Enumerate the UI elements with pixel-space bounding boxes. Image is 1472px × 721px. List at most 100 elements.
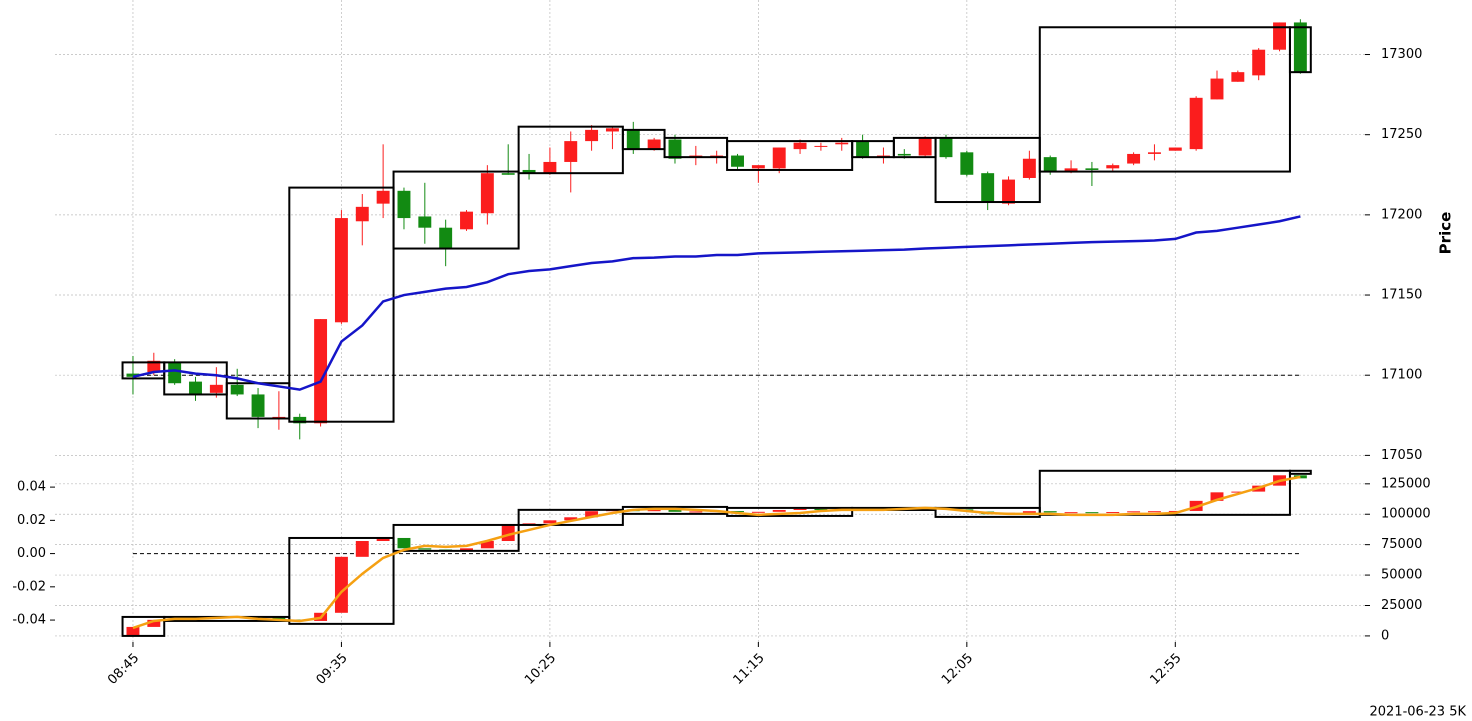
candle-body	[668, 139, 682, 159]
candle-body	[1147, 152, 1161, 154]
candle-body	[1231, 491, 1245, 493]
candle-body	[1064, 512, 1078, 514]
candle-body	[647, 139, 661, 150]
candle-body	[147, 360, 161, 372]
candle-body	[1168, 510, 1182, 512]
candle-body	[1210, 78, 1224, 100]
candle-body	[1127, 511, 1141, 513]
candle-body	[189, 381, 202, 395]
candle-body	[418, 548, 432, 550]
y-axis-label: Price	[1437, 212, 1455, 255]
candle-body	[1189, 97, 1203, 150]
average-line	[132, 475, 1301, 630]
candle-body	[334, 556, 348, 613]
y-tick-label: 17050	[1381, 448, 1422, 463]
candle-body	[1022, 158, 1036, 178]
candle-body	[939, 137, 953, 158]
candle-body	[918, 137, 932, 156]
candle-body	[564, 141, 578, 162]
candle-body	[1147, 511, 1161, 513]
y-tick-label: 17200	[1381, 207, 1422, 222]
candle-body	[1043, 511, 1057, 513]
average-line	[132, 215, 1301, 391]
candle-body	[772, 147, 786, 169]
candle-body	[543, 161, 557, 174]
candle-body	[626, 129, 640, 150]
candle-body	[1127, 153, 1141, 164]
candle-body	[793, 142, 807, 150]
x-tick-label: 12:05	[939, 651, 976, 688]
candle-body	[647, 509, 661, 512]
candle-body	[605, 128, 619, 132]
candle-body	[397, 537, 411, 549]
range-box	[392, 170, 520, 250]
range-box	[288, 186, 395, 423]
candle-body	[355, 541, 369, 557]
candle-body	[793, 509, 807, 511]
y2-tick-label: -0.04	[12, 613, 46, 628]
range-box	[392, 523, 520, 552]
candle-body	[168, 362, 182, 384]
range-box	[288, 536, 395, 625]
candle-body	[376, 537, 390, 542]
candle-body	[480, 541, 494, 549]
candle-body	[1231, 72, 1245, 82]
candle-body	[1085, 512, 1099, 514]
candle-body	[585, 129, 599, 142]
candle-body	[480, 173, 494, 214]
candle-body	[1273, 22, 1286, 50]
candle-body	[314, 319, 328, 424]
candle-body	[1085, 168, 1099, 170]
candle-body	[1002, 179, 1015, 204]
y-tick-label: 50000	[1381, 568, 1422, 583]
candle-body	[376, 190, 390, 204]
range-box	[1038, 26, 1291, 173]
candle-body	[1064, 168, 1078, 172]
candle-body	[1043, 157, 1057, 172]
x-tick-label: 08:45	[105, 651, 142, 688]
candle-body	[668, 509, 682, 512]
y-tick-label: 17250	[1381, 127, 1422, 142]
candle-body	[522, 169, 536, 174]
candle-body	[751, 511, 765, 513]
candle-body	[418, 216, 432, 228]
range-box	[1288, 469, 1312, 475]
candle-body	[731, 155, 744, 167]
y2-tick-label: 0.04	[17, 480, 46, 495]
candle-body	[1293, 475, 1307, 479]
candle-body	[1106, 165, 1120, 169]
candle-body	[355, 206, 369, 222]
candle-body	[981, 173, 995, 203]
candle-body	[209, 384, 223, 393]
y2-tick-label: -0.02	[12, 579, 46, 594]
candle-body	[334, 218, 348, 323]
candle-body	[751, 165, 765, 169]
y-tick-label: 75000	[1381, 537, 1422, 552]
range-box	[1288, 26, 1312, 74]
candle-body	[126, 373, 140, 377]
y-tick-label: 0	[1381, 628, 1389, 643]
range-box	[1038, 469, 1291, 516]
candle-body	[126, 626, 140, 636]
candle-body	[230, 384, 244, 395]
candle-body	[501, 173, 515, 175]
footer: 2021-06-23 5K	[1370, 705, 1467, 720]
range-box	[726, 140, 854, 171]
x-tick-label: 11:15	[731, 651, 768, 688]
candle-body	[439, 227, 453, 249]
candle-body	[689, 511, 703, 513]
candle-body	[1252, 49, 1266, 76]
candle-body	[293, 416, 307, 424]
candle-body	[460, 548, 473, 551]
y-tick-label: 17100	[1381, 368, 1422, 383]
candle-body	[835, 142, 849, 145]
y2-tick-label: 0.00	[17, 546, 46, 561]
y-tick-label: 17300	[1381, 47, 1422, 62]
candle-body	[251, 394, 265, 417]
candle-body	[397, 190, 411, 219]
candle-body	[814, 145, 828, 147]
x-tick-label: 10:25	[522, 651, 559, 688]
candle-body	[1022, 511, 1036, 513]
range-box	[163, 361, 228, 396]
